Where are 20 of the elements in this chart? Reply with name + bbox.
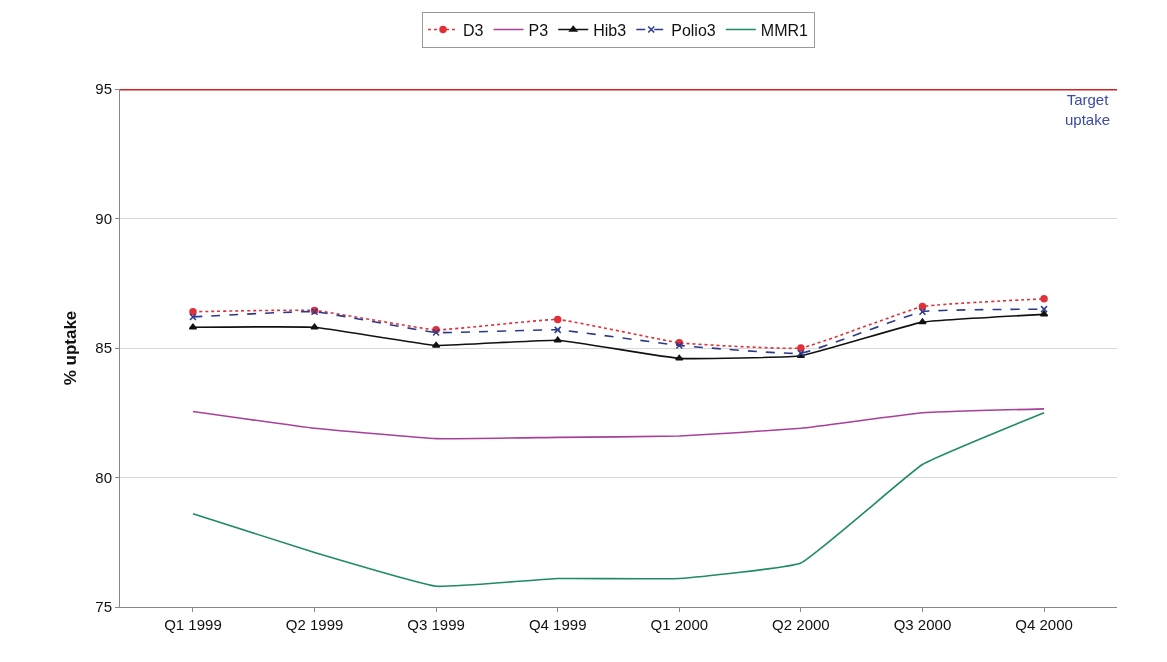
x-tick-label: Q2 1999 <box>285 616 344 633</box>
ref-line-label: Target uptake <box>1065 91 1111 128</box>
legend-label: D3 <box>463 21 484 39</box>
x-tick-label: Q1 1999 <box>164 616 222 633</box>
x-tick-label: Q1 2000 <box>650 616 709 633</box>
y-tick-label: 90 <box>95 209 112 227</box>
y-axis-title: % uptake <box>61 310 80 386</box>
x-tick-label: Q3 2000 <box>893 616 952 633</box>
legend-label: Polio3 <box>671 21 716 39</box>
x-tick-label: Q2 2000 <box>772 616 830 633</box>
legend-label: MMR1 <box>760 21 809 39</box>
legend-label: Hib3 <box>593 21 627 39</box>
y-tick-label: 80 <box>95 468 112 486</box>
x-tick-label: Q4 1999 <box>528 616 587 633</box>
legend-label: P3 <box>528 21 549 39</box>
x-tick-label: Q3 1999 <box>407 616 465 633</box>
y-tick-label: 85 <box>95 339 112 357</box>
y-tick-label: 95 <box>95 80 112 98</box>
y-tick-label: 75 <box>95 598 112 616</box>
x-tick-label: Q4 2000 <box>1015 616 1073 633</box>
